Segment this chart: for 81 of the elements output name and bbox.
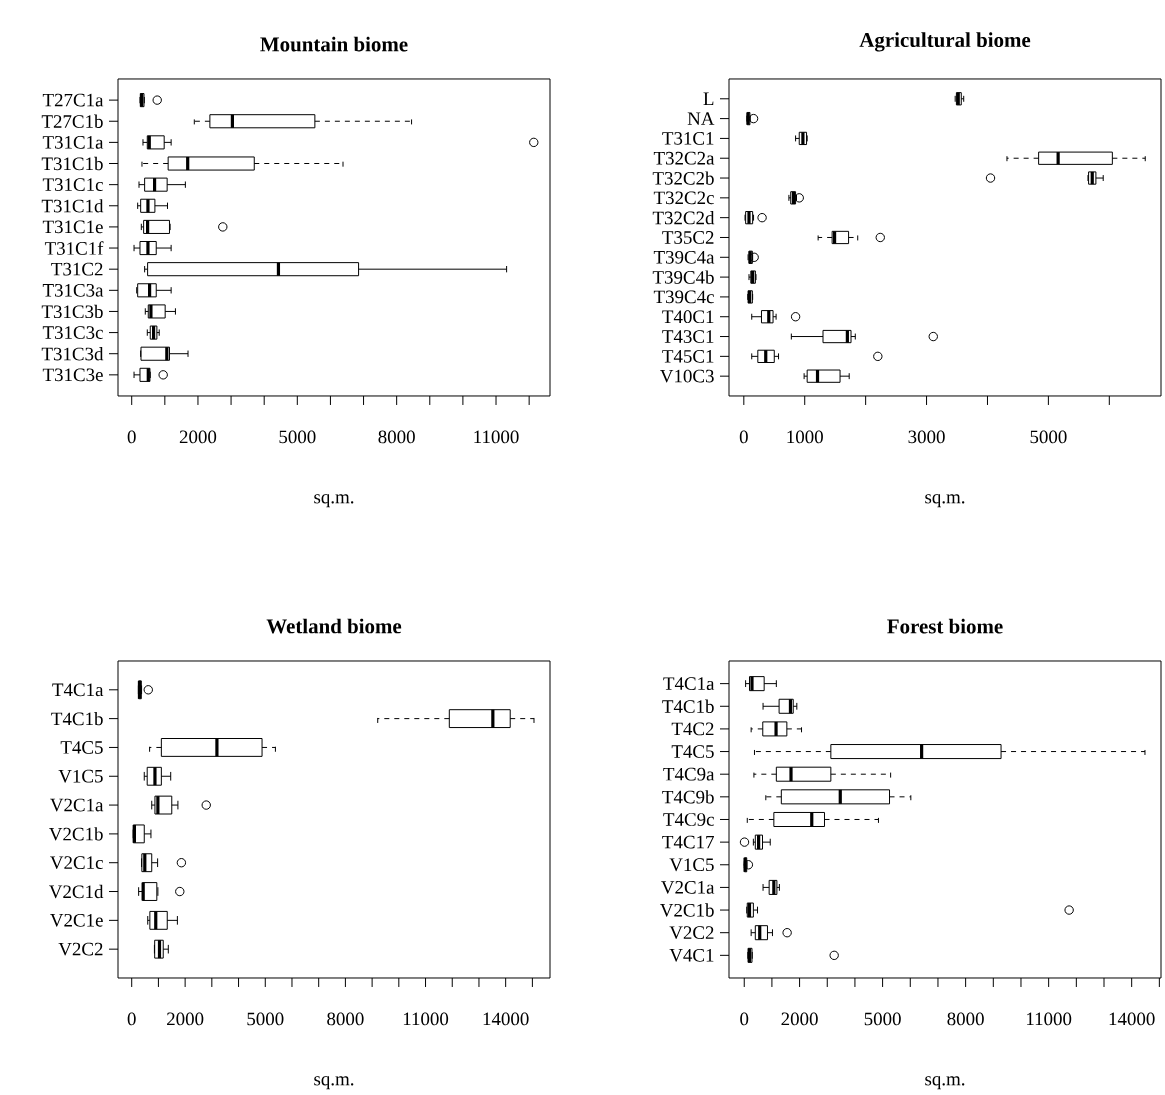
y-tick-label: V2C2: [58, 942, 103, 956]
y-tick-label: T4C17: [662, 835, 714, 849]
y-tick-label: T31C1f: [44, 241, 104, 255]
x-tick-label: 5000: [279, 430, 316, 444]
y-tick-label: V2C1c: [50, 856, 103, 870]
y-tick-label: T4C1b: [662, 699, 714, 713]
x-tick-label: 0: [740, 1012, 749, 1026]
x-tick-label: 2000: [179, 430, 217, 444]
y-tick-label: T32C2d: [652, 211, 715, 225]
y-tick-label: T45C1: [662, 350, 714, 363]
x-tick-label: 8000: [378, 430, 415, 444]
y-tick-label: T39C4c: [653, 290, 714, 304]
chart-title: Wetland biome: [266, 618, 402, 634]
y-tick-label: T31C1d: [41, 199, 104, 213]
y-tick-label: T31C3e: [42, 368, 103, 382]
x-tick-label: 11000: [403, 1012, 449, 1026]
y-tick-label: V2C1b: [660, 903, 714, 917]
y-tick-label: T31C1: [662, 132, 714, 145]
y-tick-label: T32C2b: [652, 171, 714, 185]
x-axis-title: sq.m.: [925, 1076, 965, 1090]
y-tick-label: T35C2: [662, 231, 714, 244]
y-tick-label: T31C3b: [41, 304, 103, 319]
y-tick-label: T27C1b: [41, 114, 103, 128]
y-tick-label: V2C2: [669, 926, 714, 940]
x-tick-label: 14000: [1109, 1012, 1155, 1026]
y-tick-label: V4C1: [669, 948, 714, 962]
y-tick-label: T4C9b: [662, 790, 714, 804]
y-tick-label: V2C1a: [661, 881, 715, 894]
x-tick-label: 2000: [167, 1012, 204, 1026]
y-tick-label: T39C4a: [653, 250, 715, 264]
y-tick-label: T31C3a: [42, 283, 104, 297]
y-tick-label: T4C5: [671, 745, 714, 758]
x-tick-label: 11000: [474, 430, 519, 444]
x-tick-label: 2000: [781, 1012, 818, 1026]
y-tick-label: T4C1a: [663, 677, 715, 690]
x-tick-label: 0: [127, 430, 136, 444]
y-tick-label: T31C3c: [42, 326, 103, 339]
x-axis-title: sq.m.: [925, 494, 965, 508]
y-tick-label: T27C1a: [42, 93, 104, 107]
x-tick-label: 0: [739, 430, 748, 444]
y-tick-label: T39C4b: [652, 270, 714, 284]
y-tick-label: V2C1d: [49, 884, 104, 899]
y-tick-label: T31C2: [51, 262, 103, 276]
y-tick-label: T4C1a: [52, 683, 104, 697]
x-tick-label: 8000: [327, 1012, 364, 1026]
x-tick-label: 5000: [1030, 430, 1067, 444]
y-tick-label: T31C1a: [42, 136, 104, 149]
y-tick-label: T31C3d: [41, 347, 104, 361]
y-tick-label: T31C1e: [42, 220, 103, 234]
x-tick-label: 11000: [1027, 1012, 1072, 1026]
y-tick-label: L: [703, 92, 714, 105]
y-tick-label: V2C1b: [49, 827, 103, 841]
x-tick-label: 1000: [787, 430, 823, 444]
y-tick-label: T4C5: [60, 741, 103, 754]
y-tick-label: T31C1c: [42, 178, 103, 192]
y-tick-label: T4C2: [671, 722, 714, 736]
y-tick-label: V1C5: [58, 769, 103, 783]
y-tick-label: T43C1: [662, 330, 714, 343]
chart-title: Mountain biome: [260, 36, 408, 52]
y-tick-label: V1C5: [669, 858, 714, 872]
x-tick-label: 5000: [864, 1012, 901, 1026]
x-tick-label: 0: [127, 1012, 136, 1026]
x-tick-label: 8000: [947, 1012, 984, 1026]
y-tick-label: NA: [687, 112, 715, 125]
y-tick-label: T4C1b: [51, 711, 103, 726]
y-tick-label: V10C3: [660, 369, 714, 383]
y-tick-label: T4C9c: [663, 813, 714, 826]
y-tick-label: T4C9a: [663, 767, 715, 781]
chart-title: Agricultural biome: [859, 32, 1031, 52]
y-tick-label: T40C1: [662, 310, 714, 324]
chart-title: Forest biome: [887, 618, 1003, 634]
y-tick-label: T32C2a: [653, 151, 715, 165]
y-tick-label: T31C1b: [41, 156, 103, 171]
x-axis-title: sq.m.: [314, 494, 354, 508]
x-tick-label: 5000: [247, 1012, 284, 1026]
x-axis-title: sq.m.: [314, 1076, 354, 1090]
x-tick-label: 3000: [908, 430, 945, 444]
y-tick-label: T32C2c: [653, 191, 714, 205]
y-tick-label: V2C1a: [50, 798, 104, 812]
y-tick-label: V2C1e: [50, 913, 103, 927]
x-tick-label: 14000: [483, 1012, 529, 1026]
